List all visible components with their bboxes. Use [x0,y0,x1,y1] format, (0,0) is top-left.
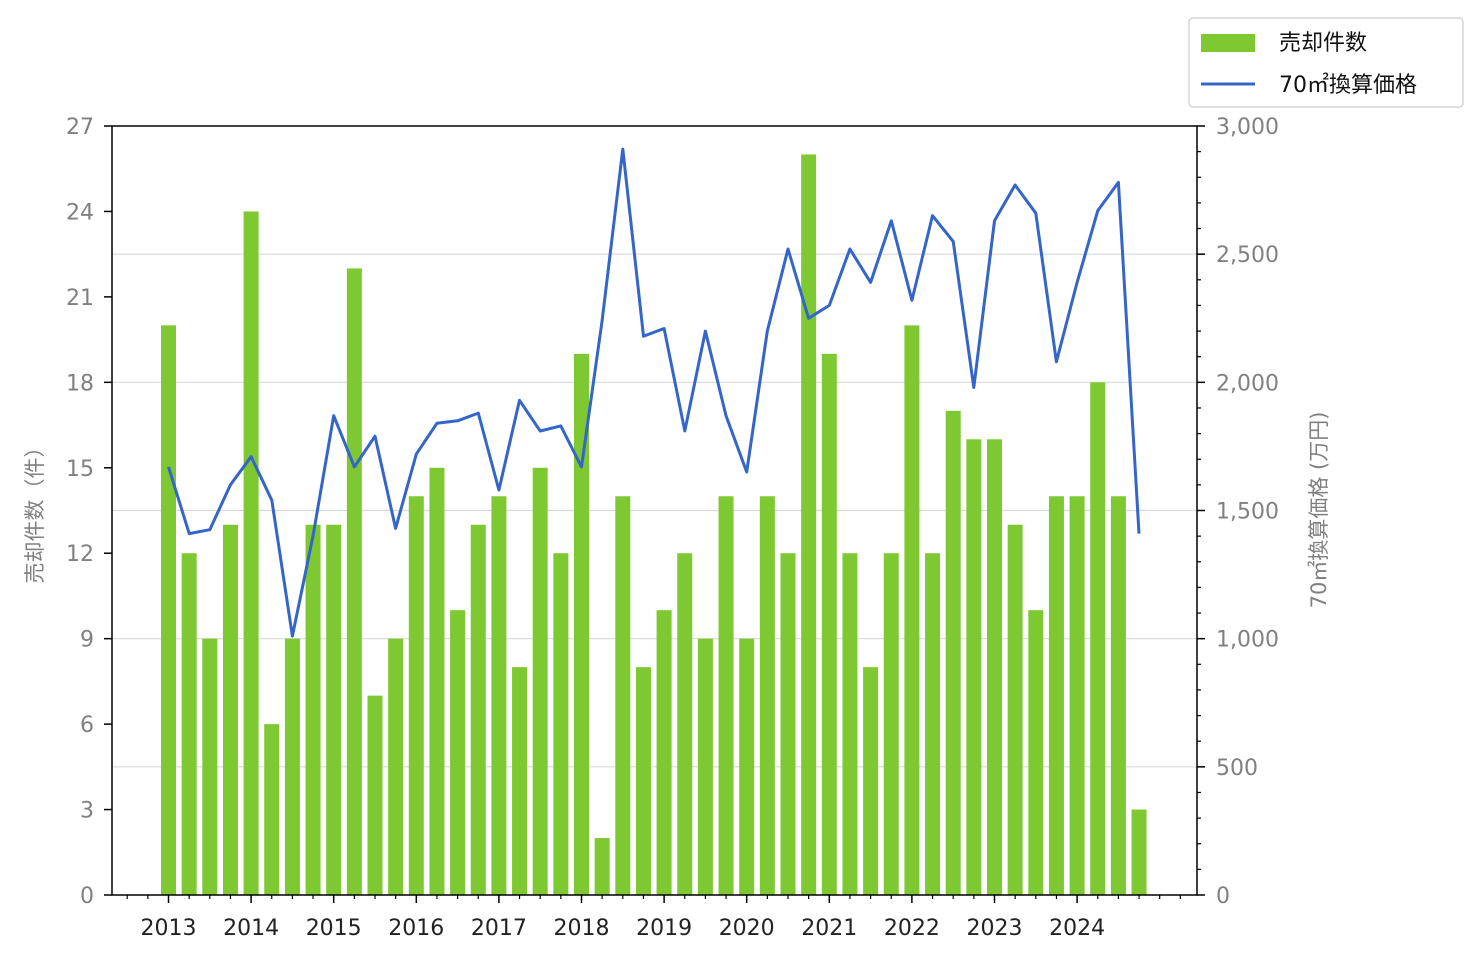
bar [1069,496,1085,895]
left-axis: 0 3 6 9 12 15 18 21 24 27 [66,115,112,909]
legend-bar-swatch [1201,34,1255,52]
x-axis: 2013 2014 2015 2016 2017 2018 2019 2020 2021 2022… [126,895,1181,941]
bar [656,610,672,895]
bar [1048,496,1064,895]
right-axis-label: 70㎡換算価格 (万円) [1307,412,1331,609]
right-tick-label: 1,000 [1216,628,1279,653]
left-tick-label: 24 [66,200,94,225]
bar [181,553,197,895]
left-tick-label: 9 [80,628,94,653]
x-tick-label: 2014 [223,916,279,941]
bar [842,553,858,895]
legend-line-label: 70㎡換算価格 [1279,72,1417,98]
x-tick-label: 2023 [967,916,1023,941]
left-tick-label: 3 [80,799,94,824]
bar [925,553,941,895]
bars [161,154,1147,896]
right-tick-label: 0 [1216,884,1230,909]
bar [987,439,1002,895]
left-tick-label: 0 [80,884,94,909]
bar [863,667,879,895]
bar [202,638,218,895]
bar [1028,610,1044,895]
bar [1007,524,1023,895]
left-axis-label: 売却件数（件） [23,437,47,584]
right-tick-label: 500 [1216,756,1258,781]
right-tick-label: 1,500 [1216,500,1279,525]
bar [264,724,280,895]
legend: 売却件数 70㎡換算価格 [1188,17,1464,108]
bar [677,553,693,895]
x-tick-label: 2024 [1049,916,1105,941]
bar [697,638,713,895]
bar [883,553,899,895]
x-tick-label: 2022 [884,916,940,941]
price-line [167,147,1141,638]
bar [284,638,300,895]
right-axis: 0 500 1,000 1,500 2,000 2,500 3,000 [1197,115,1279,909]
bar [966,439,982,895]
left-tick-label: 18 [66,371,94,396]
bar [615,496,631,895]
x-tick-label: 2015 [306,916,362,941]
x-tick-label: 2013 [141,916,197,941]
bar [243,211,259,895]
bar [553,553,569,895]
bar [512,667,528,895]
bar [326,524,342,895]
bar [635,667,651,895]
left-tick-label: 27 [66,115,94,140]
bar [821,353,837,896]
bar [801,154,817,896]
bar [408,496,424,895]
left-tick-label: 6 [80,713,94,738]
bar [739,638,755,895]
bar [388,638,404,895]
left-tick-label: 21 [66,286,94,311]
bar [305,524,321,895]
x-tick-label: 2020 [719,916,775,941]
x-tick-label: 2021 [801,916,857,941]
bar [594,838,610,895]
bar [759,496,775,895]
bar [491,496,507,895]
left-tick-label: 15 [66,457,94,482]
bar [429,467,445,895]
x-tick-label: 2017 [471,916,527,941]
right-tick-label: 2,000 [1216,371,1279,396]
x-tick-label: 2016 [388,916,444,941]
bar [1090,382,1106,895]
bar [450,610,466,895]
left-tick-label: 12 [66,542,94,567]
price-line-path [167,147,1141,638]
bar [780,553,796,895]
bar [1131,809,1147,895]
right-tick-label: 3,000 [1216,115,1279,140]
legend-box [1188,17,1464,108]
x-tick-label: 2018 [554,916,610,941]
bar [904,325,920,895]
bar [532,467,548,895]
legend-bar-label: 売却件数 [1279,31,1367,56]
bar [346,268,362,895]
bar [718,496,734,895]
bar [945,410,961,895]
x-tick-label: 2019 [636,916,692,941]
bar [470,524,486,895]
bar [367,695,383,895]
bar [222,524,238,895]
right-tick-label: 2,500 [1216,243,1279,268]
bar [574,353,589,896]
bar [1110,496,1126,895]
bar [161,325,176,895]
